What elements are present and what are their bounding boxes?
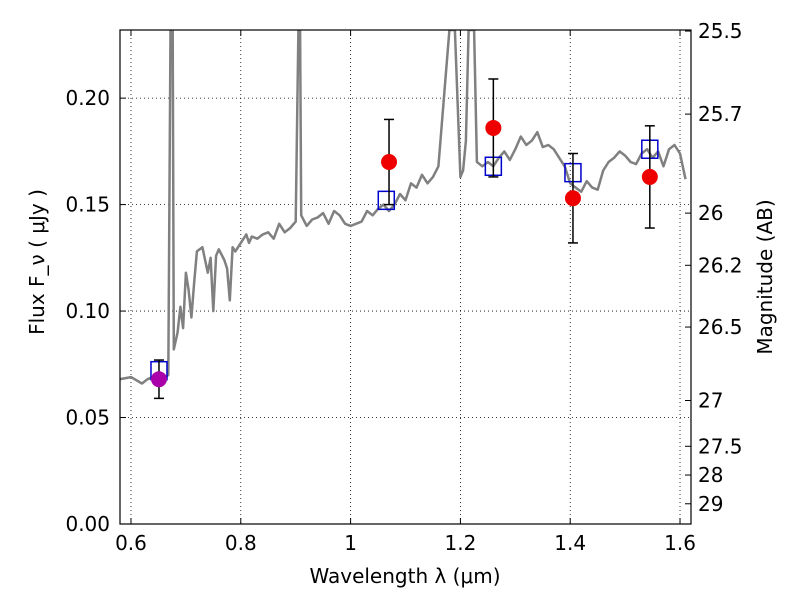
right-axis-label: Magnitude (AB): [753, 199, 777, 354]
x-tick-label: 1.2: [444, 531, 476, 555]
right-tick-label: 27.5: [698, 434, 743, 458]
right-tick-label: 26.2: [698, 253, 743, 277]
data-point-marker: [381, 154, 398, 171]
tick-labels: 0.6 0.8 1 1.2 1.4 1.6 0.00 0.05 0.10 0.15 0.20 25.5…: [65, 19, 742, 555]
y-tick-label: 0.10: [65, 299, 110, 323]
y-tick-label: 0.20: [65, 86, 110, 110]
spectrum-line: [120, 30, 687, 385]
x-tick-label: 1.4: [554, 531, 586, 555]
y-tick-label: 0.00: [65, 512, 110, 536]
x-tick-label: 1: [344, 531, 357, 555]
y-axis-label: Flux F_ν ( μJy ): [25, 189, 49, 335]
right-tick-label: 29: [698, 492, 723, 516]
plot-frame: [119, 29, 692, 525]
right-tick-label: 26.5: [698, 315, 743, 339]
data-point-marker: [150, 371, 167, 388]
right-tick-label: 27: [698, 389, 723, 413]
right-tick-label: 28: [698, 463, 723, 487]
right-tick-label: 25.5: [698, 19, 743, 43]
x-axis-label: Wavelength λ (μm): [309, 564, 500, 588]
x-tick-label: 0.8: [225, 531, 257, 555]
x-tick-label: 0.6: [115, 531, 147, 555]
y-tick-label: 0.05: [65, 406, 110, 430]
right-tick-label: 26: [698, 201, 723, 225]
data-point-marker: [564, 190, 581, 207]
x-tick-label: 1.6: [664, 531, 696, 555]
data-point-marker: [641, 168, 658, 185]
data-point-marker: [485, 119, 502, 136]
grid: [120, 30, 691, 525]
y-tick-label: 0.15: [65, 193, 110, 217]
model-square-marker: [377, 190, 396, 211]
axis-ticks: [120, 30, 691, 525]
plot-area: [120, 30, 687, 400]
right-tick-label: 25.7: [698, 102, 743, 126]
